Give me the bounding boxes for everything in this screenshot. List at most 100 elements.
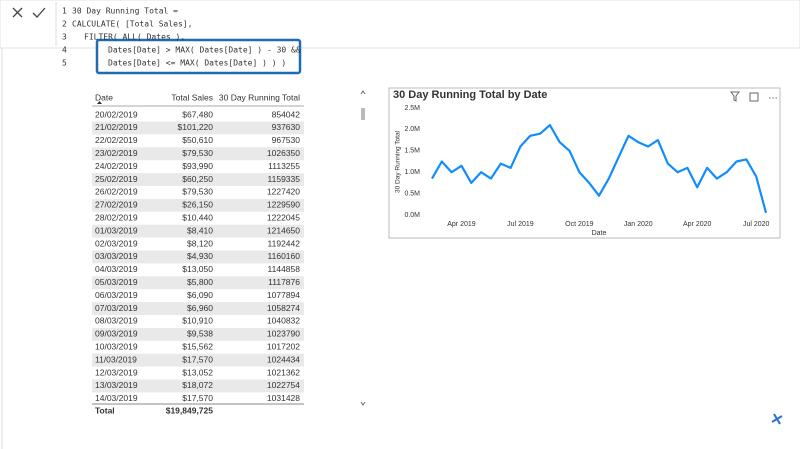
table-cell: 05/03/2019 — [95, 277, 138, 287]
table-cell: 27/02/2019 — [95, 200, 138, 210]
table-cell: $8,410 — [187, 225, 213, 235]
row-band — [92, 250, 304, 264]
table-cell: 1023790 — [267, 329, 300, 339]
table-cell: $6,960 — [187, 303, 213, 313]
chart-title: 30 Day Running Total by Date — [393, 89, 547, 101]
table-cell: $79,530 — [182, 148, 213, 158]
table-cell: 1040832 — [267, 316, 300, 326]
line-number: 1 — [62, 7, 67, 16]
table-cell: $101,220 — [178, 122, 214, 132]
table-cell: 1192442 — [268, 238, 301, 248]
row-band — [92, 276, 304, 290]
y-tick-label: 0.5M — [404, 190, 420, 197]
table-cell: 23/02/2019 — [95, 148, 138, 158]
table-cell: 25/02/2019 — [95, 174, 138, 184]
more-icon[interactable]: … — [768, 91, 778, 102]
focus-icon[interactable] — [749, 92, 759, 102]
table-cell: $13,052 — [182, 367, 213, 377]
y-axis-label: 30 Day Running Total — [395, 130, 402, 193]
chart-visual[interactable] — [388, 87, 781, 239]
table-cell: 21/02/2019 — [95, 122, 138, 132]
row-band — [92, 121, 304, 135]
table-cell: 08/03/2019 — [95, 316, 138, 326]
table-cell: $10,910 — [182, 316, 213, 326]
table-cell: $6,090 — [187, 290, 213, 300]
filter-icon[interactable] — [730, 91, 740, 102]
scroll-up[interactable] — [360, 90, 366, 95]
table-cell: 04/03/2019 — [95, 264, 138, 274]
total-label: Total — [95, 405, 115, 415]
row-band — [92, 327, 304, 341]
line-number: 4 — [62, 46, 67, 55]
row-band — [92, 198, 304, 212]
x-tick-label: Jul 2020 — [743, 221, 770, 228]
table-cell: 1229590 — [267, 200, 300, 210]
line-number: 5 — [62, 59, 67, 68]
table-cell: $50,610 — [182, 135, 213, 145]
table-cell: 10/03/2019 — [95, 341, 138, 351]
code-line: Dates[Date] > MAX( Dates[Date] ) - 30 && — [108, 46, 301, 55]
table-cell: 09/03/2019 — [95, 329, 138, 339]
table-cell: 937630 — [272, 122, 301, 132]
table-cell: 24/02/2019 — [95, 161, 138, 171]
table-cell: 1022754 — [267, 380, 300, 390]
table-cell: 12/03/2019 — [95, 367, 138, 377]
table-cell: $67,480 — [182, 109, 213, 119]
table-cell: $5,800 — [187, 277, 213, 287]
table-cell: 07/03/2019 — [95, 303, 138, 313]
table-cell: $10,440 — [182, 212, 213, 222]
sort-indicator[interactable] — [97, 101, 102, 104]
x-tick-label: Oct 2019 — [565, 221, 594, 228]
table-cell: 03/03/2019 — [95, 251, 138, 261]
table-cell: $18,072 — [182, 380, 213, 390]
table-cell: 14/03/2019 — [95, 393, 138, 403]
table-cell: 20/02/2019 — [95, 109, 138, 119]
table-cell: 22/02/2019 — [95, 135, 138, 145]
x-axis-label: Date — [592, 230, 607, 237]
table-cell: 1026350 — [267, 148, 300, 158]
table-cell: $8,120 — [187, 238, 213, 248]
x-tick-label: Jan 2020 — [624, 221, 653, 228]
code-line: Dates[Date] <= MAX( Dates[Date] ) ) ) — [108, 59, 286, 68]
scroll-thumb[interactable] — [361, 108, 365, 120]
table-cell: 1017202 — [267, 341, 300, 351]
highlight-box — [95, 38, 302, 75]
total-value: $19,849,725 — [166, 405, 214, 415]
y-tick-label: 1.0M — [404, 169, 420, 176]
x-tick-label: Jul 2019 — [507, 221, 534, 228]
x-tick-label: Apr 2019 — [447, 221, 476, 228]
table-cell: 1113255 — [268, 161, 300, 171]
line-number: 3 — [62, 33, 67, 42]
table-cell: $17,570 — [182, 354, 213, 364]
row-band — [92, 173, 304, 186]
table-cell: 28/02/2019 — [95, 212, 138, 222]
column-header: Date — [95, 92, 113, 102]
table-cell: 1159335 — [268, 174, 301, 184]
y-tick-label: 2.0M — [404, 126, 420, 133]
code-line: 30 Day Running Total = — [72, 7, 178, 16]
table-cell: $4,930 — [187, 251, 213, 261]
logo — [771, 413, 783, 425]
table-cell: 1031428 — [267, 393, 300, 403]
commit-icon[interactable] — [32, 7, 46, 18]
table-cell: 1024434 — [267, 354, 300, 364]
table-cell: 06/03/2019 — [95, 290, 138, 300]
table-cell: 26/02/2019 — [95, 187, 138, 197]
table-cell: 1058274 — [267, 303, 300, 313]
table-cell: 854042 — [272, 109, 301, 119]
table-cell: $60,250 — [182, 174, 213, 184]
row-band — [92, 353, 304, 367]
code-line: FILTER( ALL( Dates ), — [84, 33, 185, 42]
column-header: 30 Day Running Total — [219, 92, 300, 102]
cancel-icon[interactable] — [12, 7, 23, 18]
y-tick-label: 1.5M — [404, 148, 420, 155]
table-cell: 967530 — [272, 135, 301, 145]
scroll-down[interactable] — [360, 401, 366, 406]
y-tick-label: 2.5M — [404, 105, 420, 112]
table-cell: 13/03/2019 — [95, 380, 138, 390]
y-tick-label: 0.0M — [404, 212, 420, 219]
table-cell: 1214650 — [267, 225, 300, 235]
table-cell: $93,990 — [182, 161, 213, 171]
table-cell: 01/03/2019 — [95, 225, 138, 235]
